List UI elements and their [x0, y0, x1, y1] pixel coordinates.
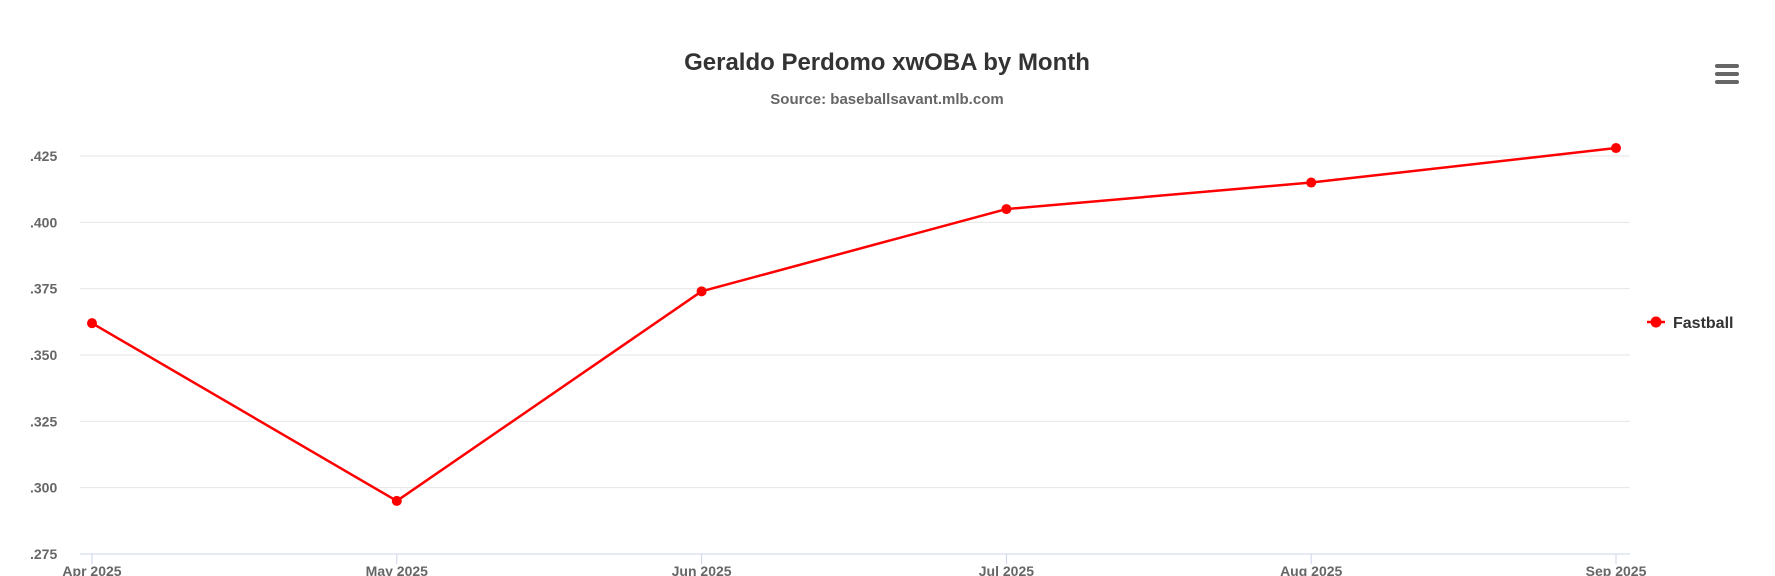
y-tick-label: .400: [30, 214, 57, 230]
legend-label-fastball[interactable]: Fastball: [1673, 315, 1733, 332]
x-tick-label: Jun 2025: [672, 563, 732, 576]
x-axis: [80, 553, 1630, 564]
y-tick-label: .275: [30, 546, 57, 562]
x-tick-label: Apr 2025: [62, 563, 121, 576]
data-point[interactable]: [1611, 143, 1621, 154]
x-tick-label: Aug 2025: [1280, 563, 1342, 576]
chart-title: Geraldo Perdomo xwOBA by Month: [684, 49, 1090, 76]
data-point[interactable]: [696, 286, 707, 297]
y-tick-label: .375: [30, 281, 57, 297]
data-point[interactable]: [391, 495, 402, 506]
x-tick-label: Sep 2025: [1586, 563, 1647, 576]
chart-subtitle: Source: baseballsavant.mlb.com: [770, 91, 1003, 108]
grid-lines: [80, 155, 1630, 489]
y-tick-label: .350: [30, 347, 57, 363]
x-tick-label: Jul 2025: [979, 563, 1034, 576]
x-axis-labels: Apr 2025 May 2025 Jun 2025 Jul 2025 Aug 2025…: [62, 563, 1646, 576]
y-axis-labels: .275 .300 .325 .350 .375 .400 .425: [30, 148, 57, 562]
legend[interactable]: Fastball: [1647, 315, 1733, 332]
y-tick-label: .325: [30, 413, 57, 429]
data-point[interactable]: [1306, 177, 1317, 188]
y-tick-label: .425: [30, 148, 57, 164]
series-fastball: [87, 143, 1621, 506]
hamburger-menu-icon[interactable]: [1708, 56, 1744, 92]
data-point[interactable]: [87, 318, 97, 329]
legend-marker-fastball: [1650, 316, 1662, 328]
x-tick-label: May 2025: [366, 563, 428, 576]
data-point[interactable]: [1001, 204, 1012, 215]
series-line: [91, 146, 1617, 503]
y-tick-label: .300: [30, 480, 57, 496]
